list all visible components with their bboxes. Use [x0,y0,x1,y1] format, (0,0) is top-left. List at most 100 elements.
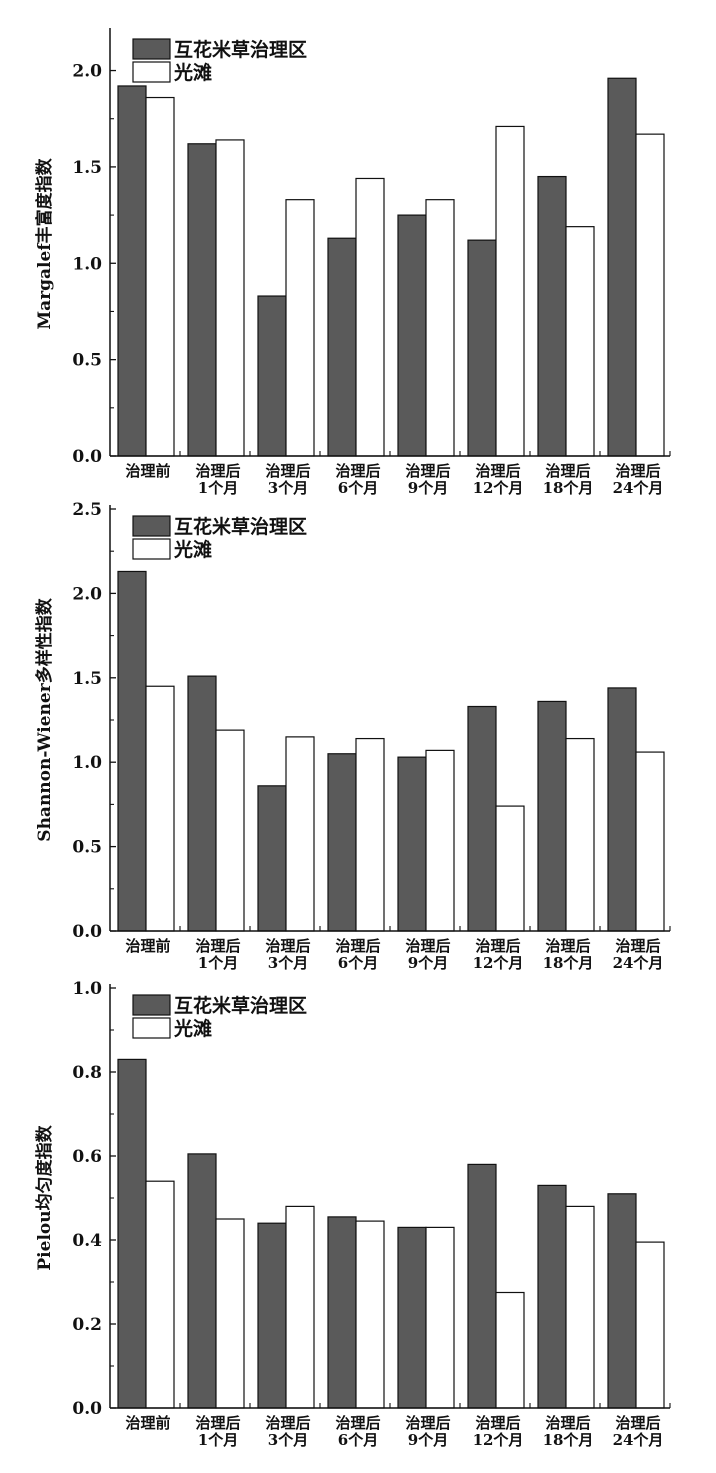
x-category-label: 6个月 [338,479,378,497]
bar-mudflat-5 [425,1226,455,1409]
x-category-label: 9个月 [408,479,448,497]
bar-mudflat-8 [635,751,665,932]
x-category-label: 24个月 [613,1431,664,1449]
bar-treatment-5 [397,756,427,932]
bar-treatment-6 [467,1163,497,1409]
bar-mudflat-6 [495,805,525,932]
x-category-label: 治理后 [475,462,520,480]
x-category-label: 12个月 [473,479,524,497]
x-category-label: 1个月 [198,479,238,497]
legend-swatch-treatment [132,515,171,537]
y-tick-label: 0.0 [72,922,102,942]
x-category-label: 治理后 [335,1414,380,1432]
bar-mudflat-2 [215,729,245,932]
bar-mudflat-8 [635,133,665,457]
y-tick-label: 2.5 [72,500,102,520]
y-tick-label: 0.8 [72,1063,102,1083]
y-tick-label: 1.0 [72,254,102,274]
x-category-label: 治理后 [545,937,590,955]
legend-label-mudflat: 光滩 [173,61,212,84]
x-category-label: 治理后 [615,937,660,955]
y-tick-label: 0.2 [72,1315,102,1335]
x-category-label: 治理后 [615,1414,660,1432]
y-tick-label: 0.6 [72,1147,102,1167]
x-category-label: 1个月 [198,1431,238,1449]
x-category-label: 治理前 [125,1414,170,1432]
bar-mudflat-4 [355,737,385,932]
y-axis-label: Margalef丰富度指数 [34,157,55,329]
y-tick-label: 1.5 [72,669,102,689]
y-tick-label: 0.5 [72,838,102,858]
x-category-label: 治理后 [335,462,380,480]
bar-treatment-4 [327,753,357,932]
x-category-label: 治理后 [265,462,310,480]
bar-mudflat-8 [635,1241,665,1409]
bar-treatment-4 [327,237,357,457]
bar-mudflat-2 [215,1218,245,1409]
bar-mudflat-5 [425,199,455,457]
x-category-label: 9个月 [408,1431,448,1449]
bar-mudflat-3 [285,736,315,932]
y-axis-label: Shannon-Wiener多样性指数 [34,597,55,841]
bar-treatment-7 [537,1184,567,1409]
bar-treatment-8 [607,1193,637,1409]
x-category-label: 治理后 [615,462,660,480]
bar-mudflat-1 [145,96,175,457]
bar-treatment-5 [397,214,427,457]
legend-label-mudflat: 光滩 [173,1017,212,1040]
x-category-label: 18个月 [543,479,594,497]
legend-label-treatment: 互花米草治理区 [174,994,307,1017]
bar-treatment-7 [537,700,567,932]
y-tick-label: 1.0 [72,753,102,773]
x-category-label: 治理后 [475,937,520,955]
bar-treatment-2 [187,675,217,932]
x-category-label: 治理后 [335,937,380,955]
y-tick-label: 2.0 [72,584,102,604]
x-category-label: 治理前 [125,937,170,955]
x-category-label: 治理后 [265,1414,310,1432]
bar-mudflat-4 [355,1220,385,1409]
x-category-label: 3个月 [268,1431,308,1449]
x-category-label: 治理后 [405,937,450,955]
y-tick-label: 0.5 [72,351,102,371]
x-category-label: 治理后 [195,462,240,480]
x-category-label: 24个月 [613,479,664,497]
bar-treatment-1 [117,570,147,932]
bar-mudflat-3 [285,1205,315,1409]
bar-mudflat-6 [495,1291,525,1409]
x-category-label: 6个月 [338,954,378,972]
bar-mudflat-6 [495,125,525,457]
x-category-label: 12个月 [473,1431,524,1449]
x-category-label: 3个月 [268,954,308,972]
x-category-label: 治理后 [405,462,450,480]
y-axis-label: Pielou均匀度指数 [34,1124,55,1270]
bar-mudflat-1 [145,685,175,932]
bar-treatment-8 [607,77,637,457]
y-tick-label: 1.0 [72,979,102,999]
x-category-label: 6个月 [338,1431,378,1449]
bar-mudflat-1 [145,1180,175,1409]
bar-treatment-3 [257,295,287,457]
bar-treatment-2 [187,1153,217,1409]
bar-treatment-7 [537,175,567,457]
legend-label-treatment: 互花米草治理区 [174,515,307,538]
x-category-label: 治理后 [195,937,240,955]
bar-treatment-1 [117,1058,147,1409]
bar-treatment-3 [257,785,287,932]
bar-treatment-4 [327,1216,357,1409]
legend-swatch-mudflat [132,1017,171,1039]
legend-label-mudflat: 光滩 [173,538,212,561]
y-tick-label: 2.0 [72,62,102,82]
bar-treatment-6 [467,239,497,457]
x-category-label: 1个月 [198,954,238,972]
bar-mudflat-4 [355,177,385,457]
legend-swatch-mudflat [132,61,171,83]
bar-mudflat-3 [285,199,315,457]
bar-mudflat-7 [565,1205,595,1409]
x-category-label: 18个月 [543,954,594,972]
x-category-label: 12个月 [473,954,524,972]
